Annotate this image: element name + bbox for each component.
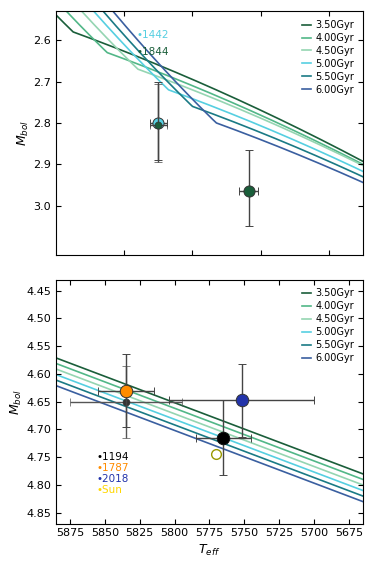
- X-axis label: $T_{eff}$: $T_{eff}$: [198, 543, 221, 558]
- Text: •1442: •1442: [136, 30, 169, 40]
- Text: •1194: •1194: [96, 452, 129, 462]
- Y-axis label: $M_{bol}$: $M_{bol}$: [15, 120, 31, 146]
- Legend: 3.50Gyr, 4.00Gyr, 4.50Gyr, 5.00Gyr, 5.50Gyr, 6.00Gyr: 3.50Gyr, 4.00Gyr, 4.50Gyr, 5.00Gyr, 5.50…: [298, 16, 358, 99]
- Text: •1787: •1787: [96, 463, 129, 473]
- Legend: 3.50Gyr, 4.00Gyr, 4.50Gyr, 5.00Gyr, 5.50Gyr, 6.00Gyr: 3.50Gyr, 4.00Gyr, 4.50Gyr, 5.00Gyr, 5.50…: [298, 284, 358, 367]
- Y-axis label: $M_{bol}$: $M_{bol}$: [9, 388, 24, 414]
- Text: •2018: •2018: [96, 474, 129, 484]
- Text: •Sun: •Sun: [96, 485, 122, 495]
- Text: •1844: •1844: [136, 47, 169, 57]
